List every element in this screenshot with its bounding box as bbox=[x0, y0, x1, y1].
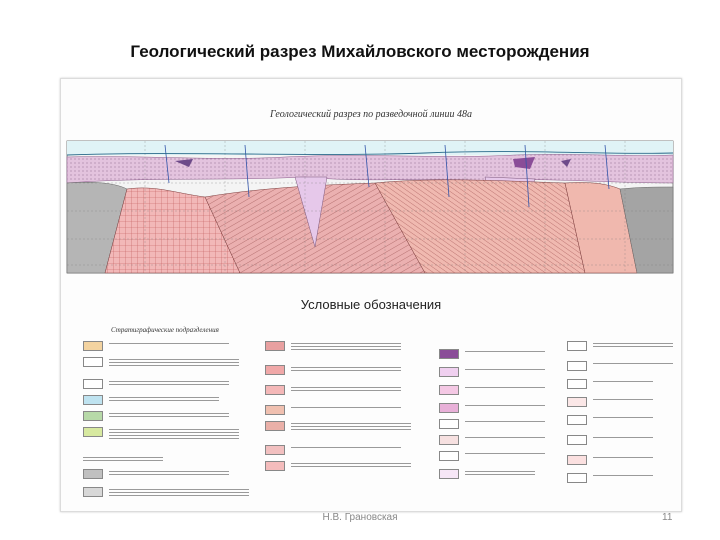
ore-body-2 bbox=[175, 159, 193, 167]
lilac-wedge-1 bbox=[294, 176, 328, 248]
footer-author: Н.В. Грановская bbox=[322, 512, 398, 523]
right-gray-block bbox=[619, 186, 674, 274]
geological-section-diagram bbox=[66, 140, 674, 274]
geological-figure: Геологический разрез по разведочной лини… bbox=[60, 78, 682, 512]
ore-body-1 bbox=[513, 157, 535, 169]
legend-left-heading: Стратиграфические подразделения bbox=[111, 326, 219, 334]
section-grid-lines bbox=[67, 141, 673, 273]
surface-line bbox=[66, 151, 674, 156]
slide-title: Геологический разрез Михайловского место… bbox=[130, 42, 590, 61]
ore-body-3 bbox=[561, 159, 571, 167]
page-number: 11 bbox=[662, 512, 673, 523]
section-title: Геологический разрез по разведочной лини… bbox=[270, 109, 472, 120]
sedimentary-cover bbox=[66, 154, 674, 184]
boreholes bbox=[164, 144, 610, 208]
legend-title: Условные обозначения bbox=[300, 297, 442, 312]
